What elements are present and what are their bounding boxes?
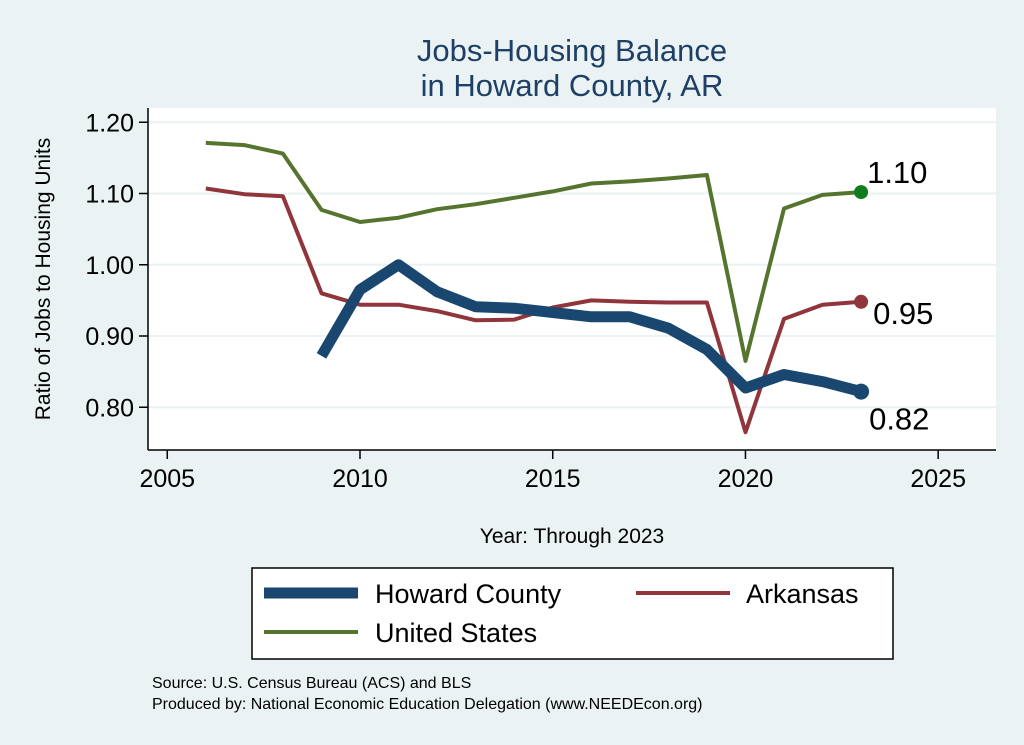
end-marker-howard-county xyxy=(853,383,870,400)
source-line-1: Source: U.S. Census Bureau (ACS) and BLS xyxy=(152,675,471,692)
end-label-united-states: 1.10 xyxy=(867,155,927,190)
x-axis-title: Year: Through 2023 xyxy=(480,525,665,548)
end-label-howard-county: 0.82 xyxy=(869,402,929,437)
chart-title-line-1: Jobs-Housing Balance xyxy=(417,33,727,68)
end-label-arkansas: 0.95 xyxy=(873,296,933,331)
legend-label-howard-county: Howard County xyxy=(375,579,562,609)
end-labels: 1.10 0.95 0.82 xyxy=(867,155,933,437)
y-tick-label: 1.20 xyxy=(85,109,134,137)
x-tick-label: 2025 xyxy=(910,465,966,493)
grid xyxy=(148,121,996,409)
x-tick-label: 2020 xyxy=(718,465,774,493)
x-tick-label: 2010 xyxy=(332,465,388,493)
y-tick-label: 0.90 xyxy=(85,323,134,351)
y-axis-ticks: 0.80 0.90 1.00 1.10 1.20 xyxy=(85,109,148,422)
x-tick-label: 2015 xyxy=(525,465,581,493)
y-tick-label: 1.10 xyxy=(85,181,134,209)
legend-label-united-states: United States xyxy=(375,618,537,648)
y-tick-label: 0.80 xyxy=(85,394,134,422)
chart-title-line-2: in Howard County, AR xyxy=(421,68,724,103)
series-lines xyxy=(205,140,863,435)
y-axis-title: Ratio of Jobs to Housing Units xyxy=(32,138,55,420)
series-line-united-states xyxy=(205,140,862,363)
end-marker-united-states xyxy=(854,185,869,200)
y-tick-label: 1.00 xyxy=(85,252,134,280)
x-axis-ticks: 2005 2010 2015 2020 2025 xyxy=(139,450,966,493)
legend-box xyxy=(251,567,894,660)
legend-label-arkansas: Arkansas xyxy=(746,579,859,609)
series-line-howard-county xyxy=(316,259,863,397)
end-markers xyxy=(853,185,870,400)
x-tick-label: 2005 xyxy=(139,465,195,493)
end-marker-arkansas xyxy=(854,294,869,309)
legend: Howard County Arkansas United States xyxy=(251,567,894,660)
source-line-2: Produced by: National Economic Education… xyxy=(152,696,703,713)
